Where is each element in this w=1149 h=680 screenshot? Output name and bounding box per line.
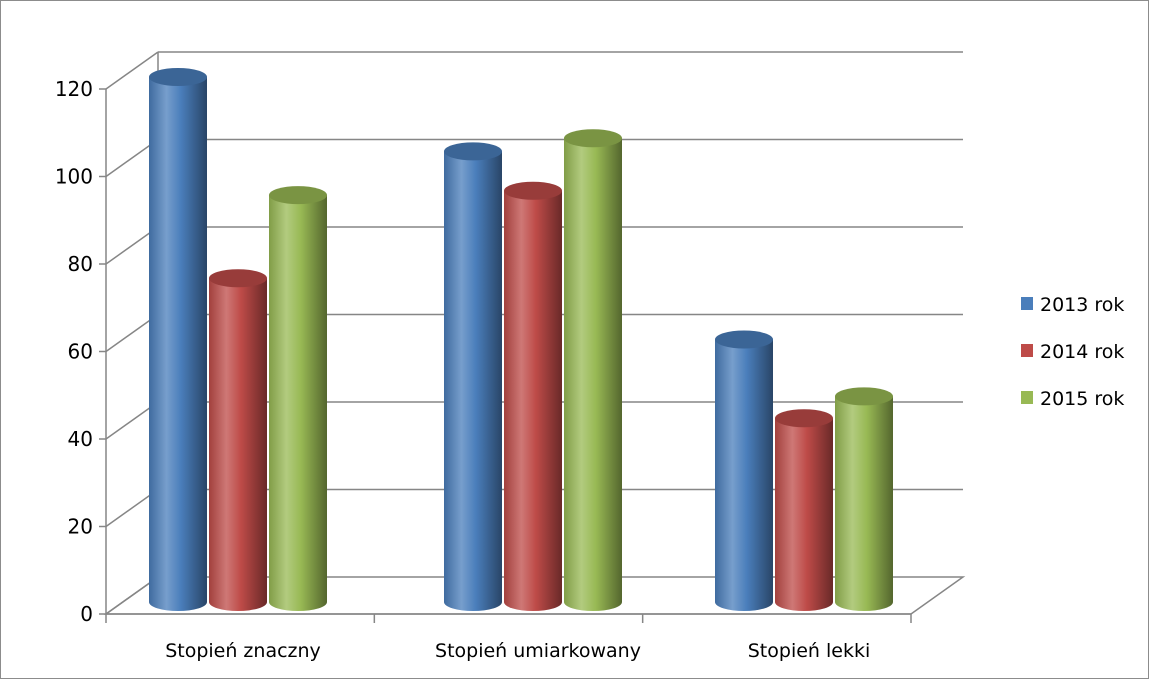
legend-label: 2014 rok [1040, 341, 1124, 363]
bar-2-0 [715, 330, 773, 611]
bar-0-2 [269, 186, 327, 611]
x-tick-label: Stopień lekki [748, 640, 871, 662]
x-tick-label: Stopień znaczny [165, 640, 321, 662]
bar-top [775, 409, 833, 428]
gridline-diagonal [105, 51, 159, 90]
legend-label: 2015 rok [1040, 388, 1124, 410]
x-tick-labels: Stopień znaczny Stopień umiarkowany Stopie… [165, 640, 870, 662]
bar-1-0 [444, 142, 502, 611]
y-tick-label: 40 [68, 427, 93, 451]
y-tick-label: 60 [68, 340, 93, 364]
bar-0-1 [209, 269, 267, 611]
legend-swatch [1021, 344, 1033, 357]
axes [99, 88, 912, 623]
bar-body [149, 77, 207, 611]
legend-swatch [1021, 391, 1033, 404]
bar-top [564, 129, 622, 148]
bar-top [835, 387, 893, 406]
legend-label: 2013 rok [1040, 294, 1124, 316]
bar-1-1 [504, 181, 562, 611]
bar-2-1 [775, 409, 833, 611]
x-tick-label: Stopień umiarkowany [435, 640, 641, 662]
bar-top [715, 330, 773, 349]
bar-body [835, 396, 893, 611]
bar-body [564, 138, 622, 611]
bar-top [269, 186, 327, 205]
y-tick-label: 120 [55, 77, 93, 101]
bar-body [715, 339, 773, 611]
bar-body [209, 278, 267, 611]
bar-0-0 [149, 68, 207, 611]
bar-body [444, 151, 502, 611]
y-tick-label: 20 [68, 515, 93, 539]
bar-top [444, 142, 502, 161]
bar-1-2 [564, 129, 622, 611]
y-tick-label: 0 [80, 602, 93, 626]
y-tick-label: 100 [55, 165, 93, 189]
bar-top [149, 68, 207, 86]
bar-body [504, 190, 562, 611]
bar-body [775, 418, 833, 611]
bar-top [209, 269, 267, 288]
legend: 2013 rok 2014 rok 2015 rok [1021, 294, 1124, 410]
bars [149, 68, 893, 611]
bar-top [504, 181, 562, 200]
legend-swatch [1021, 297, 1033, 310]
y-tick-label: 80 [68, 252, 93, 276]
y-tick-labels: 0 20 40 60 80 100 120 [55, 77, 93, 626]
bar-2-2 [835, 387, 893, 611]
bar-body [269, 195, 327, 611]
